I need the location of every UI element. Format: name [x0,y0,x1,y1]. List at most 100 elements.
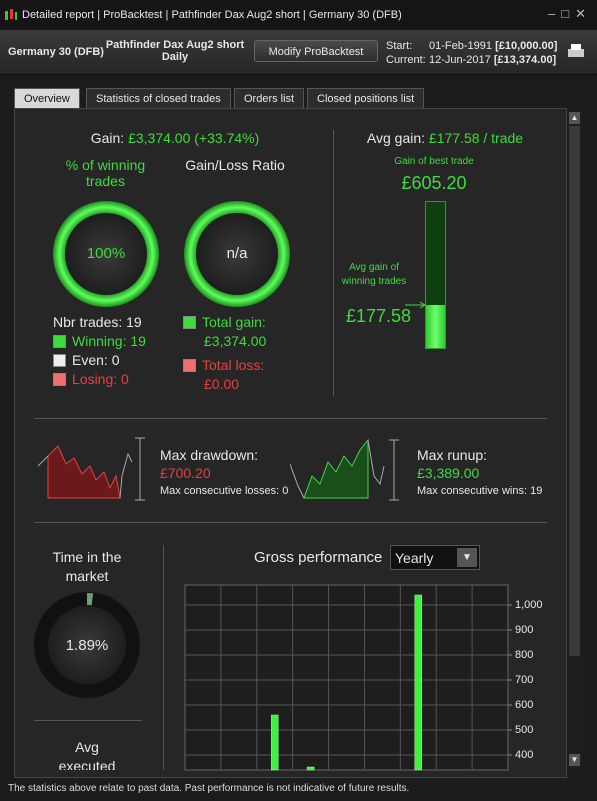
avg-winning: £177.58 [346,306,412,326]
strategy-name: Pathfinder Dax Aug2 short [105,39,245,51]
winning: Winning: 19 [72,333,146,349]
period-dropdown[interactable]: Yearly ▼ [390,545,480,570]
label: Current: [386,54,426,66]
divider [34,720,142,721]
totals: Total gain: £3,374.00 Total loss: £0.00 [183,313,266,394]
gauge [425,201,446,349]
scrollbar[interactable]: ▲ ▼ [567,110,582,770]
consec-losses: Max consecutive losses: 0 [160,485,289,497]
swatch [183,316,196,329]
period-value: Yearly [395,550,434,566]
drawdown-value: £700.20 [160,465,211,481]
date: 12-Jun-2017 [429,54,491,66]
dropdown-arrow[interactable]: ▼ [457,548,477,567]
swatch [53,354,66,367]
y-tick-label: 1,000 [515,599,543,611]
tab[interactable]: Statistics of closed trades [86,88,231,108]
drawdown-label: Max drawdown: [160,447,259,463]
bar [414,594,423,771]
scroll-thumb[interactable] [569,126,580,656]
scroll-up[interactable]: ▲ [569,112,580,124]
y-tick-label: 400 [515,749,533,761]
gain: Gain: £3,374.00 (+33.74%) [40,130,310,146]
arrow [405,301,426,309]
avg-gain-label: Avg gain: [366,130,426,146]
ratio-value: n/a [226,245,248,262]
avg-winning-label: Avg gain of winning trades [341,262,407,287]
best-trade-label: Gain of best trade [394,156,474,167]
total-gain: £3,374.00 [204,333,267,349]
losing: Losing: 0 [72,371,129,387]
divider [34,418,547,419]
total-gain-label: Total gain: [202,314,266,330]
ratio-title: Gain/Loss Ratio [185,157,285,173]
crumb: Germany 30 (DFB) [308,9,402,21]
rings [53,201,290,307]
y-tick-label: 800 [515,649,533,661]
instrument: Germany 30 (DFB) [8,46,104,58]
y-tick-label: 600 [515,699,533,711]
drawdown: Max drawdown: £700.20 Max consecutive lo… [160,446,288,500]
modify-button[interactable]: Modify ProBacktest [254,40,378,62]
date: 01-Feb-1991 [429,40,492,52]
gross-title: Gross performance [254,549,383,566]
swatch [53,335,66,348]
plot-area [184,584,509,771]
divider [163,545,164,770]
app-icon [5,9,17,20]
breadcrumb: Detailed report | ProBacktest | Pathfind… [22,9,402,21]
bar [306,766,315,771]
avg-gain-value: £177.58 / trade [428,130,524,146]
crumb: ProBacktest [103,9,163,21]
gauge-fill [426,305,445,348]
gain-value: £3,374.00 (+33.74%) [128,130,260,146]
footer-note: The statistics above relate to past data… [8,783,410,794]
capital-info: Start: 01-Feb-1991 [£10,000.00] Current: 1… [386,39,557,67]
capital: [£13,374.00] [493,54,557,66]
gross-performance-chart: 400 500 600 700 800 900 1,000 [184,584,543,771]
runup: Max runup: £3,389.00 Max consecutive win… [417,446,542,500]
crumb: Pathfinder Dax Aug2 short [171,9,300,21]
ring-inner [196,213,278,295]
runup-value: £3,389.00 [417,465,480,481]
time-ring [34,592,140,698]
swatch [183,359,196,372]
label: Start: [386,40,413,52]
divider [333,130,334,396]
tab[interactable]: Overview [14,88,80,108]
total-loss: £0.00 [204,376,240,392]
consec-wins: Max consecutive wins: 19 [417,485,543,497]
scroll-down[interactable]: ▼ [569,754,580,766]
ring-inner [65,213,147,295]
even: Even: 0 [72,352,120,368]
swatch [53,373,66,386]
time-value: 1.89% [65,637,109,654]
header: Germany 30 (DFB) Pathfinder Dax Aug2 sho… [0,30,597,75]
trade-counts: Nbr trades: 19 Winning: 19 Even: 0 Losin… [53,313,146,389]
y-tick-label: 700 [515,674,533,686]
gain-label: Gain: [90,130,125,146]
runup-sparkline [290,438,399,501]
crumb: Detailed report [22,9,95,21]
divider [34,522,547,523]
tab[interactable]: Orders list [234,88,305,108]
time-title: Time in the market [52,549,122,584]
window-controls[interactable]: –□✕ [548,6,592,21]
total-loss-label: Total loss: [202,357,265,373]
capital: [£10,000.00] [495,40,558,52]
strategy: Pathfinder Dax Aug2 short Daily [100,39,250,63]
bar [270,714,279,771]
y-tick-label: 900 [515,624,533,636]
drawdown-sparkline [38,437,145,501]
print-icon[interactable] [566,42,586,60]
best-trade: £605.20 [401,173,467,193]
tab[interactable]: Closed positions list [307,88,425,108]
nbr-trades: Nbr trades: 19 [53,314,142,330]
title-bar: Detailed report | ProBacktest | Pathfind… [0,0,597,30]
runup-label: Max runup: [417,447,488,463]
period: Daily [161,51,189,63]
winning-title: % of winning trades [65,157,146,189]
winning-value: 100% [86,245,126,262]
avg-gain: Avg gain: £177.58 / trade [340,130,550,146]
